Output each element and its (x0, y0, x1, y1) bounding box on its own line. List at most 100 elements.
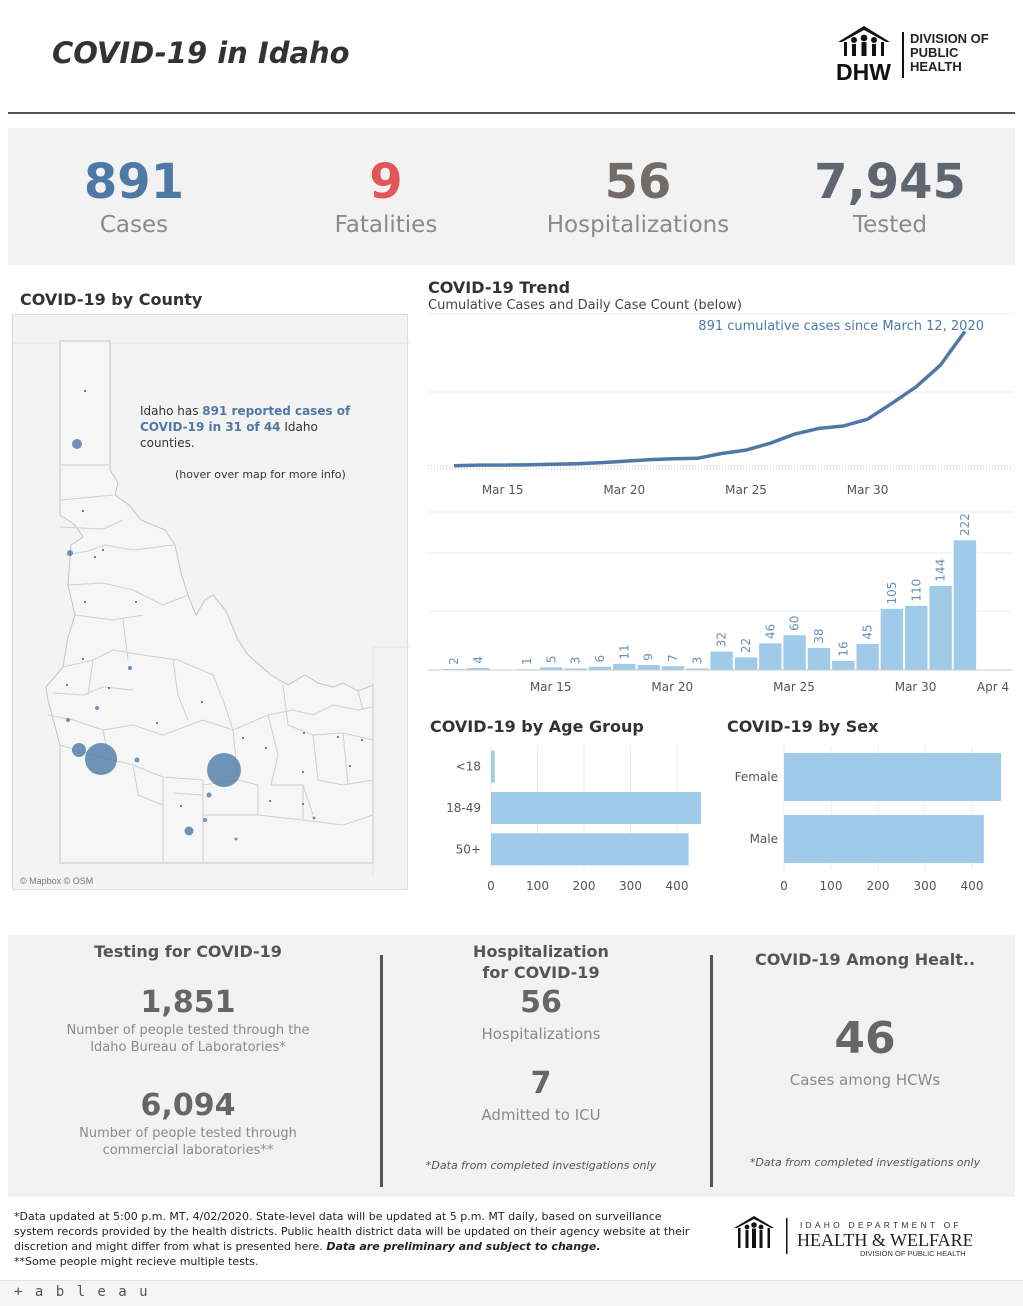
hbar-category-label: Female (735, 770, 778, 784)
daily-bar[interactable] (904, 605, 929, 671)
map-note-pre: Idaho has (140, 404, 203, 418)
county-bubble[interactable] (67, 550, 73, 556)
daily-bar[interactable] (661, 665, 685, 671)
county-bubbles[interactable] (66, 439, 316, 841)
county-bubble[interactable] (95, 706, 99, 710)
county-map[interactable] (12, 314, 409, 891)
sex-bar-chart[interactable]: 0 100 200 300 400 Female Male (735, 746, 1002, 893)
daily-bar-label: 2 (447, 657, 461, 665)
map-hover-hint: (hover over map for more info) (175, 468, 346, 481)
daily-bar-label: 45 (861, 624, 875, 639)
daily-bar[interactable] (709, 650, 734, 671)
county-bubble[interactable] (128, 666, 132, 670)
daily-bar-label: 110 (909, 579, 923, 602)
county-lines (47, 464, 374, 863)
daily-bar[interactable] (782, 634, 807, 671)
dhw-letters: DHW (836, 59, 891, 84)
age-title: COVID-19 by Age Group (430, 717, 644, 736)
hbar-xtick: 400 (961, 879, 984, 893)
hbar-xtick: 400 (666, 879, 689, 893)
daily-bar-label: 222 (958, 513, 972, 536)
logo-line-2: PUBLIC (910, 45, 959, 60)
page-title: COVID-19 in Idaho (52, 36, 350, 70)
hospital-value: 56 (520, 985, 562, 1020)
hospital-title-1: Hospitalization (473, 942, 609, 961)
daily-bar-label: 5 (544, 655, 558, 663)
daily-xtick: Mar 20 (651, 680, 693, 694)
kpi-tested[interactable]: 7,945 Tested (764, 128, 1016, 240)
hbar-category-label: Male (750, 832, 778, 846)
hcw-title: COVID-19 Among Healt.. (754, 950, 976, 969)
daily-bar[interactable] (953, 539, 977, 671)
testing-title: Testing for COVID-19 (94, 942, 282, 961)
county-bubble[interactable] (72, 743, 86, 757)
daily-bar[interactable] (588, 666, 612, 671)
county-bubble[interactable] (134, 757, 140, 763)
daily-bar[interactable] (928, 585, 953, 671)
daily-bar-label: 1 (520, 657, 534, 665)
hcw-value: 46 (834, 1013, 896, 1064)
daily-bar-label: 16 (836, 641, 850, 656)
daily-bar-label: 32 (715, 632, 729, 647)
daily-bar-label: 144 (934, 559, 948, 582)
daily-bar[interactable] (880, 608, 904, 671)
hbar-xtick: 200 (573, 879, 596, 893)
idhw-line-2: HEALTH & WELFARE (797, 1230, 972, 1250)
sex-title: COVID-19 by Sex (727, 717, 879, 736)
idaho-map-svg[interactable] (13, 315, 409, 891)
footnote-1: *Data updated at 5:00 p.m. MT, 4/02/2020… (14, 1210, 690, 1253)
daily-bar[interactable] (612, 663, 637, 671)
footnotes: *Data updated at 5:00 p.m. MT, 4/02/2020… (14, 1209, 694, 1269)
daily-bar-label: 7 (666, 654, 680, 662)
daily-bar-chart[interactable]: 2 4 1 5 3 6 11 9 7 3 32 22 46 60 38 16 45 105 110 144 222 Ma… (428, 511, 1013, 694)
header-divider (8, 112, 1015, 114)
cum-xtick: Mar 20 (603, 483, 645, 497)
hcw-note: *Data from completed investigations only (749, 1156, 981, 1169)
hbar-bar[interactable] (784, 753, 1002, 801)
daily-bar[interactable] (734, 656, 758, 671)
county-bubble[interactable] (66, 718, 70, 722)
hbar-bar[interactable] (491, 833, 689, 866)
map-note-highlight: 891 reported cases of COVID-19 in 31 of … (140, 404, 351, 434)
idhw-logo: IDAHO DEPARTMENT OF HEALTH & WELFARE DIV… (734, 1216, 972, 1258)
daily-bar-label: 38 (812, 628, 826, 643)
hbar-xtick: 200 (867, 879, 890, 893)
hbar-bar[interactable] (784, 815, 984, 863)
tableau-toolbar (0, 1280, 1023, 1306)
county-bubble[interactable] (207, 753, 241, 787)
hbar-xtick: 100 (820, 879, 843, 893)
county-bubble[interactable] (85, 743, 117, 775)
hbar-bar[interactable] (491, 792, 702, 824)
cumulative-line-chart[interactable]: 891 cumulative cases since March 12, 202… (428, 313, 1013, 497)
daily-bar[interactable] (807, 647, 831, 671)
age-bar-chart[interactable]: 0 100 200 300 400 <18 18-49 50+ (446, 746, 702, 893)
daily-bar[interactable] (636, 664, 661, 671)
map-credit[interactable]: © Mapbox © OSM (20, 876, 94, 886)
trend-subtitle: Cumulative Cases and Daily Case Count (b… (428, 298, 742, 313)
kpi-fatalities[interactable]: 9 Fatalities (260, 128, 512, 240)
county-bubble[interactable] (312, 816, 316, 820)
county-bubble[interactable] (203, 818, 207, 822)
daily-bar-label: 22 (739, 638, 753, 653)
county-bubble[interactable] (184, 826, 194, 836)
daily-bar-label: 6 (593, 655, 607, 663)
county-bubble[interactable] (234, 837, 238, 841)
cum-series-line[interactable] (453, 330, 967, 468)
county-bubble[interactable] (206, 792, 212, 798)
band-divider (380, 955, 383, 1187)
hcw-label: Cases among HCWs (789, 1071, 941, 1089)
daily-bar[interactable] (758, 642, 783, 671)
map-note: Idaho has 891 reported cases of COVID-19… (140, 403, 360, 451)
daily-bar[interactable] (831, 660, 856, 671)
daily-bar[interactable] (855, 643, 880, 671)
icu-label: Admitted to ICU (481, 1106, 601, 1124)
tableau-logo[interactable]: + a b l e a u (14, 1284, 150, 1300)
kpi-cases[interactable]: 891 Cases (8, 128, 260, 240)
daily-bar-label: 4 (471, 656, 485, 664)
trend-title: COVID-19 Trend (428, 278, 571, 297)
county-bubble[interactable] (72, 439, 82, 449)
kpi-hospitalizations[interactable]: 56 Hospitalizations (512, 128, 764, 240)
hbar-bar[interactable] (491, 750, 495, 783)
hbar-xtick: 0 (487, 879, 495, 893)
kpi-fatalities-label: Fatalities (334, 212, 438, 238)
